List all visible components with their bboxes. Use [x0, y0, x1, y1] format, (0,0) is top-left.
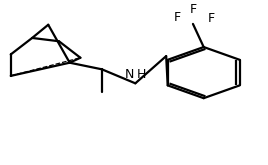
Text: F: F [173, 11, 180, 24]
Text: H: H [137, 68, 146, 81]
Text: F: F [208, 13, 215, 25]
Text: N: N [125, 68, 134, 81]
Text: F: F [189, 3, 196, 16]
